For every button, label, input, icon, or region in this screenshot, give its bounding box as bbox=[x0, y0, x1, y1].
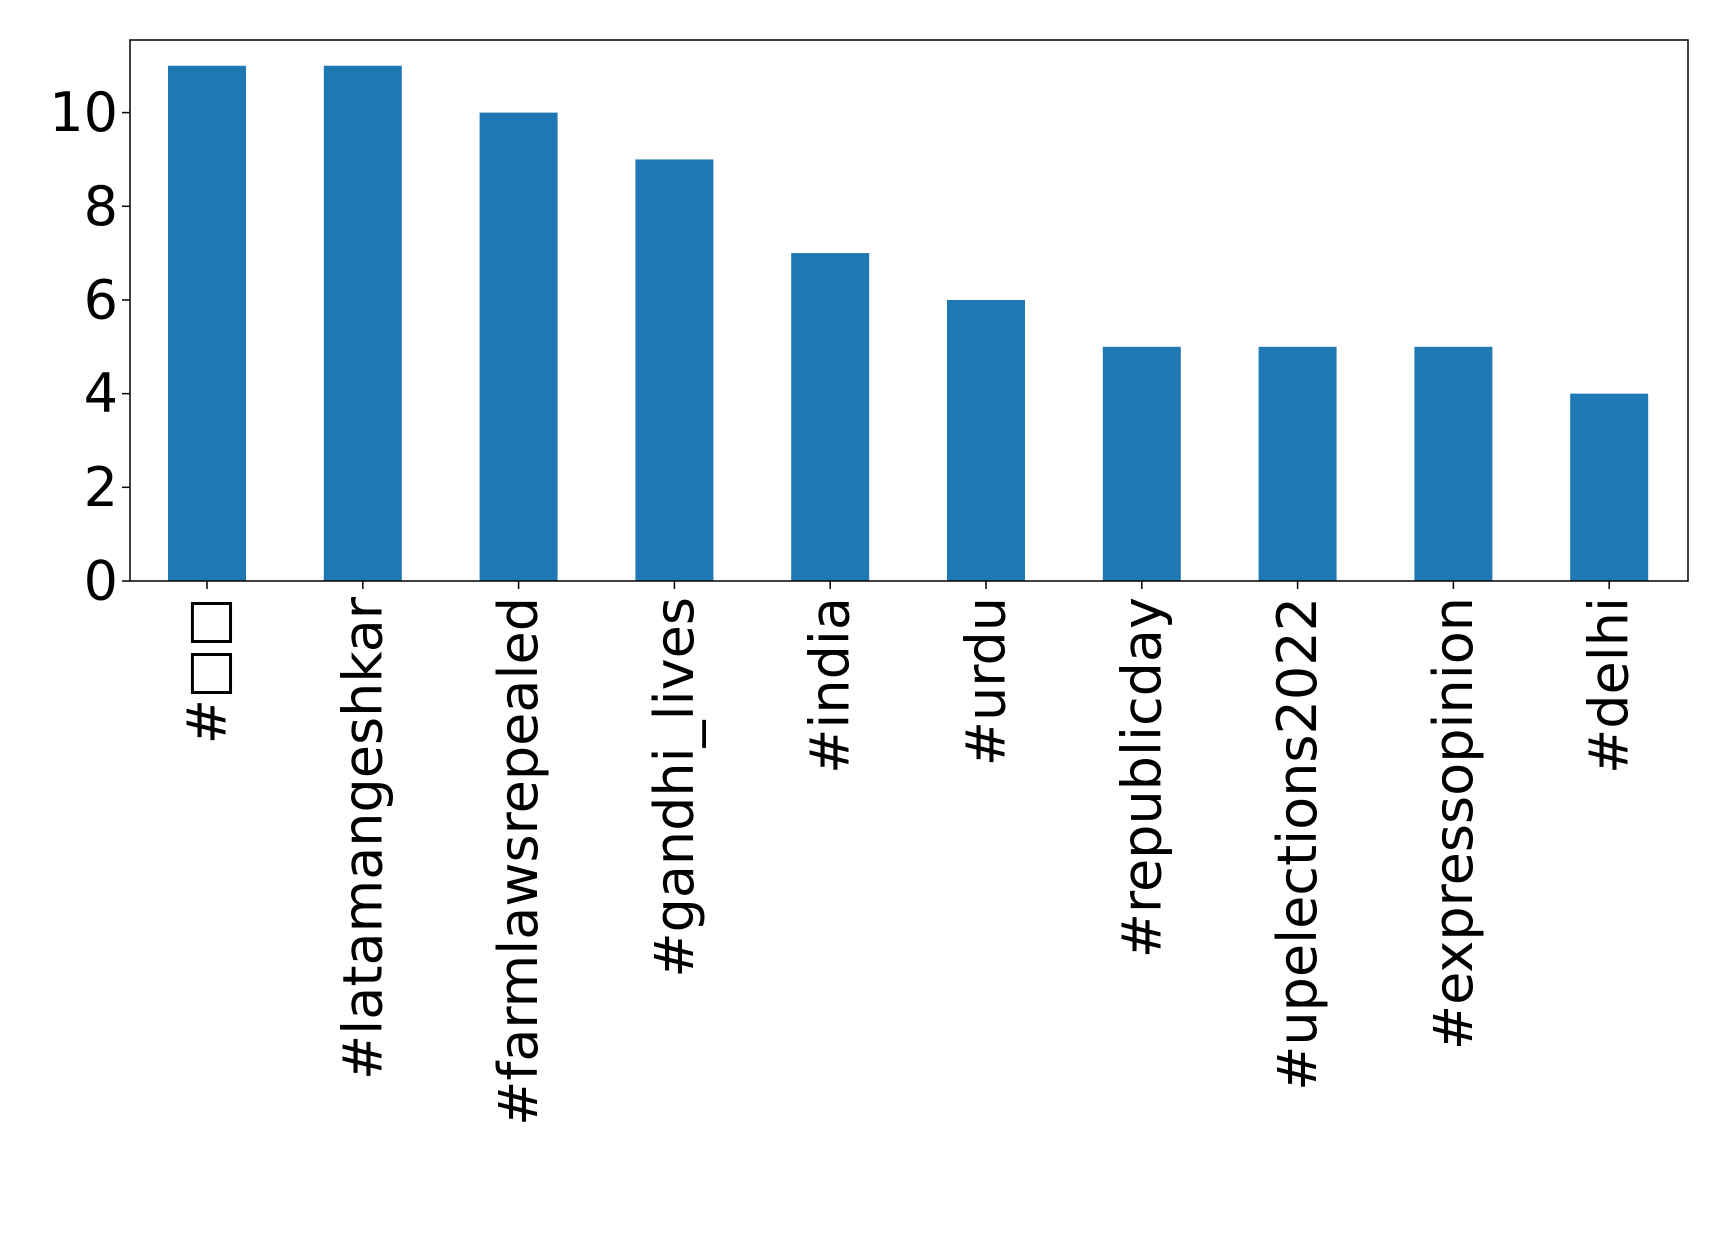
x-axis: #□□ #latamangeshkar #farmlawsrepealed #gand… bbox=[176, 581, 1641, 1126]
y-axis: 0 2 4 6 8 10 bbox=[49, 81, 130, 613]
bar-4 bbox=[791, 253, 870, 581]
x-tick-label: #gandhi_lives bbox=[643, 597, 706, 978]
x-tick-label: #urdu bbox=[955, 597, 1018, 766]
y-tick-label: 0 bbox=[84, 550, 118, 613]
x-tick-label: #latamangeshkar bbox=[331, 596, 394, 1080]
y-tick-label: 6 bbox=[84, 268, 118, 331]
y-tick-label: 10 bbox=[49, 81, 118, 144]
bar-0 bbox=[168, 65, 246, 581]
y-tick-label: 8 bbox=[84, 175, 118, 238]
bar-2 bbox=[479, 112, 558, 581]
x-tick-label: #□□ bbox=[176, 597, 239, 744]
x-tick-label: #delhi bbox=[1578, 597, 1641, 774]
x-tick-label: #upelections2022 bbox=[1266, 597, 1329, 1091]
bar-8 bbox=[1414, 346, 1493, 581]
bar-5 bbox=[947, 299, 1025, 581]
bar-3 bbox=[635, 159, 714, 581]
bar-7 bbox=[1258, 346, 1337, 581]
y-tick-label: 4 bbox=[84, 362, 118, 425]
x-tick-label: #republicday bbox=[1110, 597, 1173, 958]
bars-layer bbox=[168, 65, 1649, 581]
x-tick-label: #india bbox=[799, 597, 862, 774]
x-tick-label: #farmlawsrepealed bbox=[487, 597, 550, 1126]
bar-1 bbox=[323, 65, 402, 581]
plot-frame bbox=[129, 39, 1689, 582]
x-tick-label: #expressopinion bbox=[1422, 597, 1485, 1050]
bar-9 bbox=[1570, 393, 1649, 581]
y-tick-label: 2 bbox=[84, 456, 118, 519]
bar-6 bbox=[1102, 346, 1181, 581]
